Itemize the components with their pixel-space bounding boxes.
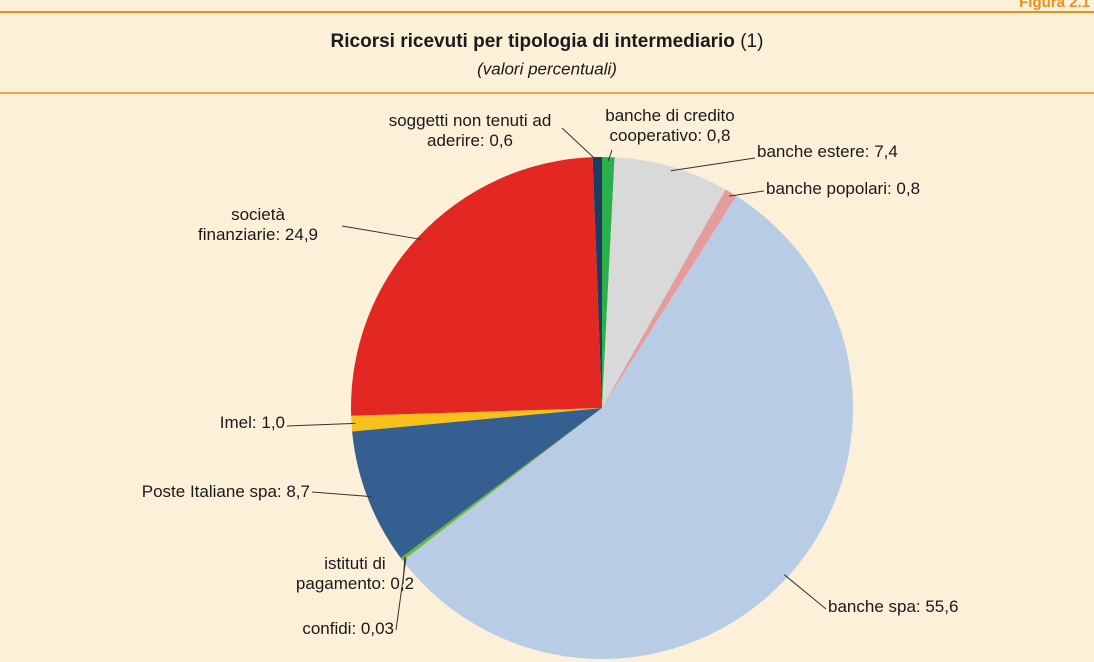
leader-line <box>607 149 613 162</box>
slice-label: banche popolari: 0,8 <box>766 179 920 198</box>
pie-slice <box>592 157 602 408</box>
slice-label: banche spa: 55,6 <box>828 597 958 616</box>
pie-slice <box>352 408 602 558</box>
title-note: (1) <box>740 31 763 52</box>
chart-subtitle: (valori percentuali) <box>477 59 617 78</box>
pie-slice <box>350 157 602 416</box>
pie-slice <box>602 189 737 408</box>
pie-slice <box>402 408 602 561</box>
slice-label-line: finanziarie: 24,9 <box>198 225 318 244</box>
slice-label: soggetti non tenuti ad aderire: 0,6 <box>389 111 552 150</box>
slice-label-line: banche di credito <box>605 106 734 125</box>
slice-label: Imel: 1,0 <box>220 413 285 432</box>
slice-label-line: aderire: 0,6 <box>427 131 513 150</box>
slice-label-line: Poste Italiane spa: 8,7 <box>142 482 310 501</box>
slice-label-line: banche popolari: 0,8 <box>766 179 920 198</box>
labels: banche di credito cooperativo: 0,8banche … <box>142 106 959 638</box>
slice-label-line: pagamento: 0,2 <box>296 574 414 593</box>
slice-label: società finanziarie: 24,9 <box>198 205 318 244</box>
leader-line <box>311 491 372 498</box>
slice-label-line: istituti di <box>324 554 385 573</box>
slice-label: istituti di pagamento: 0,2 <box>296 554 414 593</box>
pie-slice <box>400 408 602 561</box>
slice-label-line: società <box>231 205 285 224</box>
pie-slice <box>402 196 853 659</box>
slice-label: Poste Italiane spa: 8,7 <box>142 482 310 501</box>
leader-line <box>728 190 765 197</box>
leader-line <box>402 556 406 585</box>
pie-slice <box>602 157 615 408</box>
slice-label-line: cooperativo: 0,8 <box>610 126 731 145</box>
leader-line <box>561 127 598 162</box>
leader-line <box>341 225 422 240</box>
slice-label: banche di credito cooperativo: 0,8 <box>605 106 734 145</box>
slice-label-line: banche spa: 55,6 <box>828 597 958 616</box>
leader-line <box>670 157 756 172</box>
leader-line <box>286 422 356 427</box>
slice-label: confidi: 0,03 <box>302 619 394 638</box>
slice-label-line: confidi: 0,03 <box>302 619 394 638</box>
slice-label: banche estere: 7,4 <box>757 142 898 161</box>
slice-label-line: soggetti non tenuti ad <box>389 111 552 130</box>
pie <box>350 157 853 659</box>
pie-slice <box>351 408 602 432</box>
title-text: Ricorsi ricevuti per tipologia di interm… <box>331 31 735 52</box>
chart-title: Ricorsi ricevuti per tipologia di interm… <box>331 31 764 52</box>
slice-label-line: banche estere: 7,4 <box>757 142 898 161</box>
slice-label-line: Imel: 1,0 <box>220 413 285 432</box>
leader-line <box>783 574 827 610</box>
pie-slice <box>602 157 726 408</box>
figure-label: Figura 2.1 <box>1019 0 1090 11</box>
